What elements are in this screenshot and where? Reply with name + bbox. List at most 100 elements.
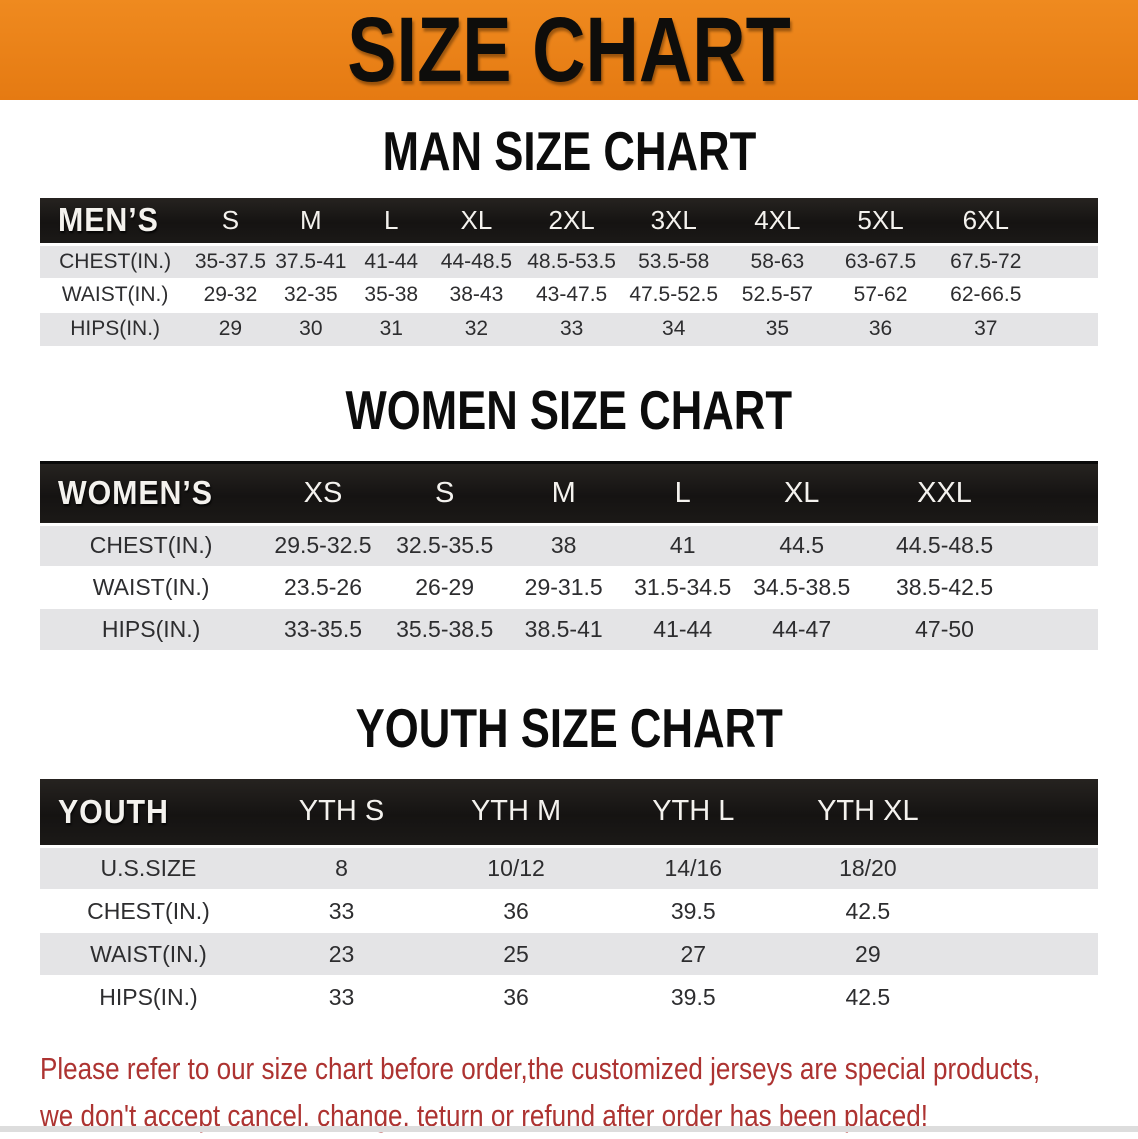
- youth-ussize-value: 18/20: [780, 846, 956, 890]
- women-waist-value: 34.5-38.5: [743, 566, 860, 609]
- men-waist-value: 47.5-52.5: [621, 278, 726, 313]
- youth-waist-row: WAIST(IN.) 23 25 27 29: [40, 932, 1098, 976]
- women-waist-value: 23.5-26: [262, 566, 384, 609]
- men-hips-value: 36: [829, 312, 932, 347]
- youth-section-heading: YOUTH SIZE CHART: [0, 701, 1138, 756]
- youth-hips-value: 42.5: [780, 975, 956, 1019]
- spacer-cell: [1039, 198, 1098, 246]
- men-size-col-m: M: [270, 198, 352, 246]
- men-size-col-3xl: 3XL: [621, 198, 726, 246]
- men-table-header-row: MEN’S S M L XL 2XL 3XL 4XL 5XL 6XL: [40, 198, 1098, 246]
- women-hips-value: 41-44: [621, 608, 744, 651]
- men-hips-value: 30: [270, 312, 352, 347]
- men-group-label-cell: MEN’S: [40, 198, 191, 246]
- women-size-col-xl: XL: [743, 460, 860, 526]
- men-size-table: MEN’S S M L XL 2XL 3XL 4XL 5XL 6XL CHEST…: [40, 198, 1098, 347]
- men-hips-value: 29: [190, 312, 271, 347]
- men-section-heading: MAN SIZE CHART: [0, 125, 1138, 180]
- men-waist-value: 38-43: [431, 278, 522, 313]
- women-waist-label: WAIST(IN.): [40, 566, 263, 609]
- women-waist-value: 31.5-34.5: [621, 566, 744, 609]
- youth-ussize-value: 10/12: [426, 846, 606, 890]
- men-chest-value: 44-48.5: [431, 244, 522, 279]
- youth-waist-value: 29: [780, 932, 956, 976]
- men-chest-value: 37.5-41: [270, 244, 352, 279]
- men-waist-value: 52.5-57: [725, 278, 830, 313]
- youth-chest-value: 36: [426, 889, 606, 933]
- men-size-col-5xl: 5XL: [829, 198, 932, 246]
- men-waist-value: 29-32: [190, 278, 271, 313]
- women-chest-value: 29.5-32.5: [262, 524, 384, 567]
- women-chest-value: 44.5: [743, 524, 860, 567]
- women-hips-value: 35.5-38.5: [383, 608, 506, 651]
- men-waist-value: 57-62: [829, 278, 932, 313]
- men-waist-row: WAIST(IN.) 29-32 32-35 35-38 38-43 43-47…: [40, 278, 1098, 313]
- banner-title: SIZE CHART: [347, 0, 791, 101]
- men-hips-value: 34: [621, 312, 726, 347]
- youth-size-table: YOUTH YTH S YTH M YTH L YTH XL U.S.SIZE …: [40, 778, 1098, 1019]
- disclaimer-line-1: Please refer to our size chart before or…: [40, 1045, 1138, 1092]
- men-hips-row: HIPS(IN.) 29 30 31 32 33 34 35 36 37: [40, 312, 1098, 347]
- youth-chest-value: 42.5: [780, 889, 956, 933]
- spacer-cell: [1039, 278, 1098, 313]
- women-chest-label: CHEST(IN.): [40, 524, 263, 567]
- women-hips-value: 38.5-41: [505, 608, 622, 651]
- youth-hips-label: HIPS(IN.): [40, 975, 257, 1019]
- women-size-col-l: L: [621, 460, 744, 526]
- youth-chest-label: CHEST(IN.): [40, 889, 257, 933]
- youth-waist-label: WAIST(IN.): [40, 932, 257, 976]
- women-chest-value: 32.5-35.5: [383, 524, 506, 567]
- women-group-label-cell: WOMEN’S: [40, 460, 263, 526]
- youth-chest-row: CHEST(IN.) 33 36 39.5 42.5: [40, 889, 1098, 933]
- spacer-cell: [955, 889, 1098, 933]
- women-size-table: WOMEN’S XS S M L XL XXL CHEST(IN.) 29.5-…: [40, 460, 1098, 651]
- youth-table-header-row: YOUTH YTH S YTH M YTH L YTH XL: [40, 778, 1098, 848]
- youth-group-label-cell: YOUTH: [40, 778, 257, 848]
- women-hips-value: 33-35.5: [262, 608, 384, 651]
- youth-waist-value: 23: [256, 932, 427, 976]
- women-chest-value: 38: [505, 524, 622, 567]
- women-hips-value: 44-47: [743, 608, 860, 651]
- men-hips-value: 33: [521, 312, 622, 347]
- women-group-label: WOMEN’S: [58, 474, 213, 511]
- men-chest-value: 63-67.5: [829, 244, 932, 279]
- women-waist-value: 26-29: [383, 566, 506, 609]
- disclaimer-line-1-text: Please refer to our size chart before or…: [40, 1051, 1041, 1086]
- spacer-cell: [1029, 460, 1098, 526]
- spacer-cell: [955, 932, 1098, 976]
- women-hips-label: HIPS(IN.): [40, 608, 263, 651]
- men-chest-value: 41-44: [351, 244, 432, 279]
- women-section-heading: WOMEN SIZE CHART: [0, 383, 1138, 438]
- size-chart-banner: SIZE CHART: [0, 0, 1138, 101]
- bottom-edge-strip: [0, 1126, 1138, 1132]
- women-chest-row: CHEST(IN.) 29.5-32.5 32.5-35.5 38 41 44.…: [40, 524, 1098, 567]
- men-waist-label: WAIST(IN.): [40, 278, 191, 313]
- spacer-cell: [955, 778, 1098, 848]
- men-chest-label: CHEST(IN.): [40, 244, 191, 279]
- men-chest-row: CHEST(IN.) 35-37.5 37.5-41 41-44 44-48.5…: [40, 244, 1098, 279]
- youth-waist-value: 27: [606, 932, 781, 976]
- men-group-label: MEN’S: [58, 201, 159, 239]
- spacer-cell: [955, 846, 1098, 890]
- youth-group-label: YOUTH: [58, 792, 169, 830]
- youth-hips-row: HIPS(IN.) 33 36 39.5 42.5: [40, 975, 1098, 1019]
- women-waist-row: WAIST(IN.) 23.5-26 26-29 29-31.5 31.5-34…: [40, 566, 1098, 609]
- youth-waist-value: 25: [426, 932, 606, 976]
- men-waist-value: 43-47.5: [521, 278, 622, 313]
- men-size-col-4xl: 4XL: [725, 198, 830, 246]
- spacer-cell: [955, 975, 1098, 1019]
- men-hips-value: 31: [351, 312, 432, 347]
- youth-size-col-s: YTH S: [256, 778, 427, 848]
- men-size-col-xl: XL: [431, 198, 522, 246]
- youth-size-col-m: YTH M: [426, 778, 606, 848]
- men-chest-value: 48.5-53.5: [521, 244, 622, 279]
- youth-hips-value: 39.5: [606, 975, 781, 1019]
- men-hips-value: 37: [931, 312, 1040, 347]
- youth-hips-value: 33: [256, 975, 427, 1019]
- youth-size-col-xl: YTH XL: [780, 778, 956, 848]
- youth-ussize-value: 14/16: [606, 846, 781, 890]
- men-hips-value: 32: [431, 312, 522, 347]
- spacer-cell: [1029, 524, 1098, 567]
- men-waist-value: 62-66.5: [931, 278, 1040, 313]
- disclaimer-text: Please refer to our size chart before or…: [40, 1045, 1138, 1139]
